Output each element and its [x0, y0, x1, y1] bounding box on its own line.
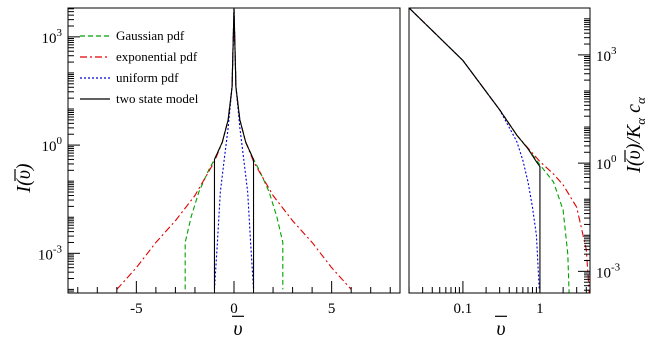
y-tick-label: 10-3 [596, 261, 621, 281]
y-axis-label-right: I(υ)/Kα cα [623, 96, 648, 174]
y-axis-label-left: I(υ) [13, 163, 35, 194]
series-line-0 [185, 9, 283, 290]
x-tick-label: 0.1 [454, 301, 473, 317]
legend-label: exponential pdf [116, 49, 198, 64]
y-tick-label: 100 [596, 153, 617, 173]
x-axis-label-left: υ [233, 318, 242, 340]
x-tick-label: 1 [536, 301, 544, 317]
plot-frame [409, 8, 590, 293]
y-tick-label: 100 [42, 135, 63, 155]
legend-label: uniform pdf [116, 70, 179, 85]
x-axis-label-right: υ [496, 318, 505, 340]
series-line-2 [214, 9, 253, 290]
y-tick-label: 10-3 [38, 243, 63, 263]
legend-label: Gaussian pdf [116, 28, 185, 43]
x-tick-label: -5 [130, 301, 143, 317]
x-tick-label: 0 [230, 301, 238, 317]
x-tick-label: 5 [328, 301, 336, 317]
right-panel: 0.1 1 103 100 10-3 [409, 8, 621, 317]
series-line-2 [409, 8, 539, 290]
curves [409, 8, 589, 297]
legend: Gaussian pdf exponential pdf uniform pdf tw… [80, 28, 199, 106]
y-tick-label: 103 [596, 45, 617, 65]
series-line-1 [409, 8, 589, 297]
series-line-3 [214, 9, 253, 290]
y-tick-label: 103 [42, 27, 63, 47]
series-line-0 [409, 8, 569, 297]
left-panel: -5 0 5 103 100 10-3 [38, 8, 400, 317]
legend-label: two state model [116, 91, 199, 106]
